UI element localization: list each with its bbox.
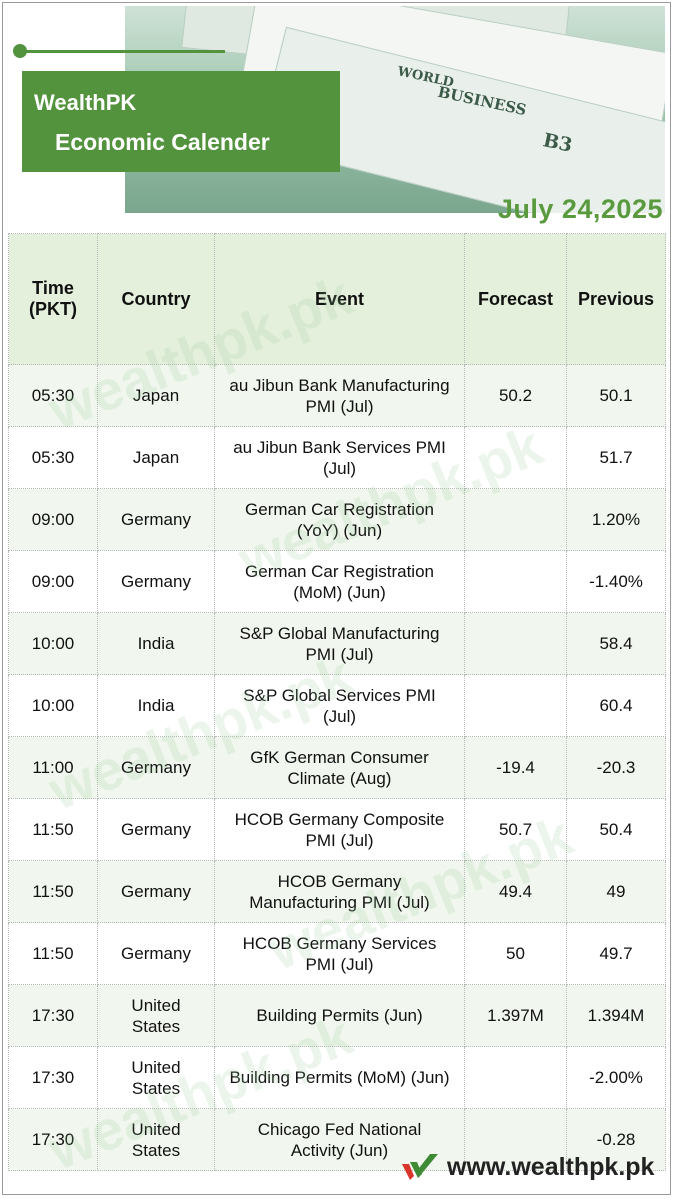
cell-previous: -1.40% <box>566 550 666 613</box>
cell-country: India <box>97 674 215 737</box>
table-row: 05:30 Japan au Jibun Bank Manufacturing PM… <box>8 364 666 427</box>
cell-event: S&P Global Services PMI (Jul) <box>214 674 465 737</box>
cell-previous: 58.4 <box>566 612 666 675</box>
cell-time: 11:00 <box>8 736 98 799</box>
column-header-previous: Previous <box>566 233 666 365</box>
cell-time: 09:00 <box>8 550 98 613</box>
table-row: 05:30 Japan au Jibun Bank Services PMI (Ju… <box>8 426 666 489</box>
header-accent-line <box>20 50 225 53</box>
cell-previous: 50.1 <box>566 364 666 427</box>
cell-previous: 51.7 <box>566 426 666 489</box>
cell-time: 05:30 <box>8 364 98 427</box>
cell-event: HCOB Germany Manufacturing PMI (Jul) <box>214 860 465 923</box>
cell-country: Germany <box>97 736 215 799</box>
cell-time: 09:00 <box>8 488 98 551</box>
cell-time: 17:30 <box>8 1108 98 1171</box>
cell-event: au Jibun Bank Services PMI (Jul) <box>214 426 465 489</box>
cell-country: Japan <box>97 364 215 427</box>
cell-previous: 49 <box>566 860 666 923</box>
cell-country: Germany <box>97 798 215 861</box>
cell-forecast <box>464 550 567 613</box>
footer-website-url: www.wealthpk.pk <box>447 1153 655 1181</box>
cell-forecast: 50.2 <box>464 364 567 427</box>
cell-event: HCOB Germany Services PMI (Jul) <box>214 922 465 985</box>
cell-event: Chicago Fed National Activity (Jun) <box>214 1108 465 1171</box>
cell-time: 10:00 <box>8 674 98 737</box>
cell-forecast <box>464 426 567 489</box>
cell-forecast: -19.4 <box>464 736 567 799</box>
brand-title: WealthPK <box>34 90 137 115</box>
cell-country: Japan <box>97 426 215 489</box>
cell-previous: 1.394M <box>566 984 666 1047</box>
column-header-event: Event <box>214 233 465 365</box>
cell-forecast: 1.397M <box>464 984 567 1047</box>
cell-forecast <box>464 1046 567 1109</box>
table-row: 11:50 Germany HCOB Germany Composite PMI (… <box>8 798 666 861</box>
table-row: 17:30 United States Building Permits (Jun)… <box>8 984 666 1047</box>
cell-event: German Car Registration (MoM) (Jun) <box>214 550 465 613</box>
table-row: 11:50 Germany HCOB Germany Manufacturing P… <box>8 860 666 923</box>
column-header-country: Country <box>97 233 215 365</box>
cell-forecast: 50.7 <box>464 798 567 861</box>
cell-previous: -2.00% <box>566 1046 666 1109</box>
calendar-date: July 24,2025 <box>497 194 663 224</box>
cell-country: United States <box>97 1108 215 1171</box>
cell-forecast <box>464 612 567 675</box>
table-row: 10:00 India S&P Global Services PMI (Jul) 6… <box>8 674 666 737</box>
header-accent-dot <box>13 44 27 58</box>
table-row: 11:00 Germany GfK German Consumer Climate … <box>8 736 666 799</box>
cell-time: 10:00 <box>8 612 98 675</box>
table-row: 09:00 Germany German Car Registration (YoY… <box>8 488 666 551</box>
cell-time: 05:30 <box>8 426 98 489</box>
cell-country: United States <box>97 984 215 1047</box>
column-header-time: Time (PKT) <box>8 233 98 365</box>
cell-time: 11:50 <box>8 860 98 923</box>
cell-forecast <box>464 488 567 551</box>
cell-country: Germany <box>97 922 215 985</box>
cell-time: 17:30 <box>8 984 98 1047</box>
cell-country: Germany <box>97 488 215 551</box>
cell-forecast <box>464 674 567 737</box>
cell-event: Building Permits (MoM) (Jun) <box>214 1046 465 1109</box>
cell-previous: -20.3 <box>566 736 666 799</box>
column-header-forecast: Forecast <box>464 233 567 365</box>
cell-time: 11:50 <box>8 922 98 985</box>
cell-country: Germany <box>97 860 215 923</box>
table-row: 17:30 United States Chicago Fed National A… <box>8 1108 666 1171</box>
cell-previous: -0.28 <box>566 1108 666 1171</box>
cell-previous: 1.20% <box>566 488 666 551</box>
cell-event: German Car Registration (YoY) (Jun) <box>214 488 465 551</box>
cell-event: S&P Global Manufacturing PMI (Jul) <box>214 612 465 675</box>
cell-time: 17:30 <box>8 1046 98 1109</box>
cell-event: GfK German Consumer Climate (Aug) <box>214 736 465 799</box>
cell-previous: 50.4 <box>566 798 666 861</box>
cell-country: Germany <box>97 550 215 613</box>
wealthpk-check-logo-icon <box>402 1154 438 1180</box>
cell-previous: 60.4 <box>566 674 666 737</box>
cell-forecast: 49.4 <box>464 860 567 923</box>
table-row: 09:00 Germany German Car Registration (MoM… <box>8 550 666 613</box>
table-row: 17:30 United States Building Permits (MoM)… <box>8 1046 666 1109</box>
table-row: 11:50 Germany HCOB Germany Services PMI (J… <box>8 922 666 985</box>
cell-event: au Jibun Bank Manufacturing PMI (Jul) <box>214 364 465 427</box>
economic-calendar-table: Time (PKT) Country Event Forecast Previo… <box>8 233 666 1171</box>
cell-country: United States <box>97 1046 215 1109</box>
cell-forecast <box>464 1108 567 1171</box>
cell-country: India <box>97 612 215 675</box>
table-header-row: Time (PKT) Country Event Forecast Previo… <box>8 233 666 365</box>
calendar-subtitle: Economic Calender <box>55 129 270 155</box>
cell-event: HCOB Germany Composite PMI (Jul) <box>214 798 465 861</box>
cell-forecast: 50 <box>464 922 567 985</box>
cell-time: 11:50 <box>8 798 98 861</box>
cell-previous: 49.7 <box>566 922 666 985</box>
table-row: 10:00 India S&P Global Manufacturing PMI (… <box>8 612 666 675</box>
cell-event: Building Permits (Jun) <box>214 984 465 1047</box>
title-banner <box>22 71 340 172</box>
